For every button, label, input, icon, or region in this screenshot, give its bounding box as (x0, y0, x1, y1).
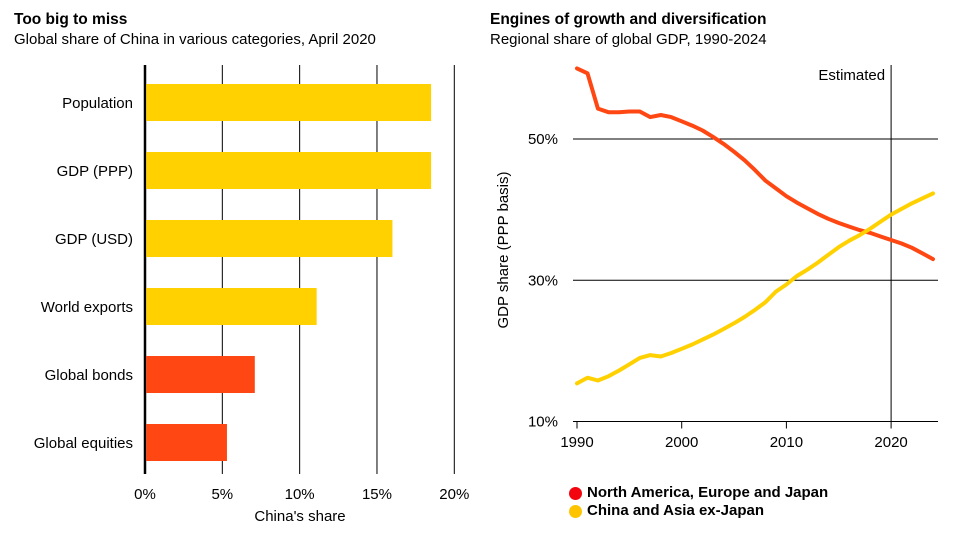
bar-category-label: GDP (PPP) (57, 163, 133, 180)
bar-population (146, 84, 432, 121)
legend-dot-china-asia-ex-japan-icon (569, 504, 582, 518)
legend-item: North America, Europe and Japan (569, 485, 828, 501)
bar-chart-title: Too big to miss (14, 11, 128, 28)
bar-chart-x-tick-label: 5% (211, 486, 233, 503)
bar-chart-x-tick-label: 10% (285, 486, 315, 503)
bar-global-equities (146, 424, 227, 461)
series-line-north-america-europe-and-japan (575, 66, 935, 262)
bar-world-exports (146, 288, 317, 325)
bar-gdp-ppp (146, 152, 432, 189)
line-chart-y-axis-title: GDP share (PPP basis) (495, 171, 512, 328)
bar-category-label: Population (62, 95, 133, 112)
line-chart-title: Engines of growth and diversification (490, 11, 767, 28)
line-chart-y-tick-label: 10% (528, 414, 558, 431)
estimated-label: Estimated (818, 67, 885, 84)
bar-category-label: GDP (USD) (55, 231, 133, 248)
legend-dot-north-america-europe-japan-icon (569, 486, 582, 500)
bar-chart-x-axis-title: China's share (254, 508, 345, 525)
line-chart-x-tick-label: 2020 (874, 434, 907, 451)
bar-gdp-usd (146, 220, 393, 257)
line-chart-x-tick-label: 1990 (560, 434, 593, 451)
line-chart-y-tick-label: 50% (528, 131, 558, 148)
bar-category-label: Global bonds (45, 367, 133, 384)
bar-chart-subtitle: Global share of China in various categor… (14, 31, 376, 48)
bar-chart-x-tick-label: 20% (439, 486, 469, 503)
line-chart-legend: North America, Europe and Japan China an… (569, 485, 828, 519)
line-chart-x-tick-label: 2000 (665, 434, 698, 451)
legend-item: China and Asia ex-Japan (569, 503, 828, 519)
bar-category-label: Global equities (34, 435, 133, 452)
legend-label: China and Asia ex-Japan (587, 502, 764, 519)
series-line-china-and-asia-ex-japan (575, 191, 935, 386)
bar-category-label: World exports (41, 299, 133, 316)
bar-global-bonds (146, 356, 255, 393)
line-chart-y-tick-label: 30% (528, 272, 558, 289)
bar-chart-x-tick-label: 15% (362, 486, 392, 503)
legend-label: North America, Europe and Japan (587, 484, 829, 501)
bar-chart-x-tick-label: 0% (134, 486, 156, 503)
line-chart-x-tick-label: 2010 (770, 434, 803, 451)
line-chart-subtitle: Regional share of global GDP, 1990-2024 (490, 31, 767, 48)
